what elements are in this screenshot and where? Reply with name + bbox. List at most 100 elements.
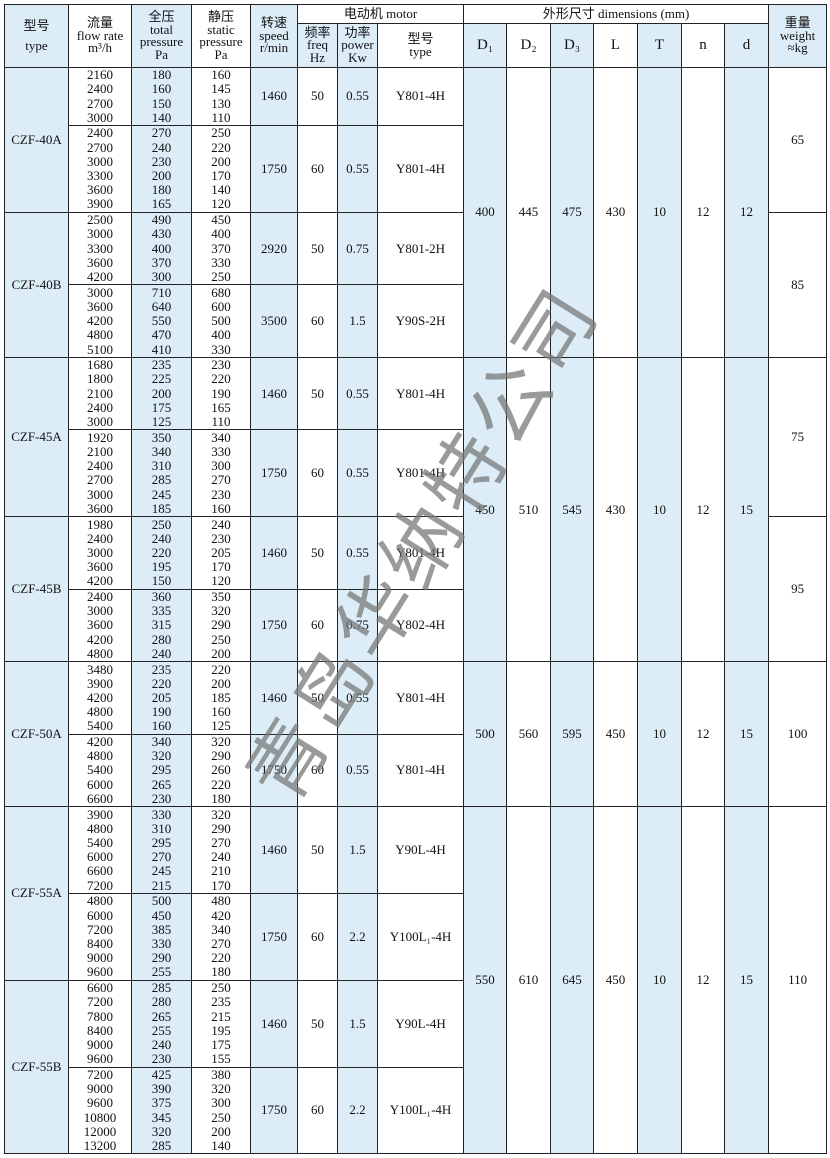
- header-type-cn: 型号: [23, 17, 50, 33]
- flow-rate-cell-value: 2100: [87, 443, 113, 459]
- flow-rate-cell-value: 4200: [87, 734, 113, 750]
- static-pressure-cell-value: 120: [211, 573, 231, 589]
- table-row: CZF-45A 1680 1800 2100 2400 3000 235 225 200 175 1…: [4, 356, 828, 663]
- total-pressure-cell-value: 180: [151, 67, 172, 83]
- frequency-cell: 50: [297, 356, 338, 431]
- total-pressure-cell-value: 425: [151, 1066, 172, 1082]
- header-flow-en: flow rate: [76, 27, 124, 43]
- frequency-cell: 60: [297, 733, 338, 808]
- dimension-n-cell: 12: [681, 356, 726, 663]
- total-pressure-cell-value: 285: [151, 1137, 172, 1153]
- static-pressure-cell-value: 320: [211, 734, 231, 750]
- total-pressure-cell-value: 160: [151, 718, 172, 734]
- flow-rate-cell-value: 4800: [87, 704, 113, 720]
- total-pressure-cell-value: 290: [151, 950, 172, 966]
- table-body: CZF-40A 2160 2400 2700 3000 180 160 150 140 160 14…: [4, 66, 828, 1155]
- motor-type-cell: Y801-4H: [376, 356, 465, 431]
- static-pressure-cell-value: 230: [211, 486, 231, 502]
- header-type-en: type: [25, 38, 48, 53]
- flow-rate-cell: 1920 2100 2400 2700 3000 3600: [68, 429, 132, 518]
- total-pressure-cell-value: 180: [151, 182, 172, 198]
- static-pressure-cell-value: 220: [211, 950, 231, 966]
- motor-type-cell: Y100L₁-4H: [376, 1066, 465, 1155]
- total-pressure-cell-value: 150: [151, 573, 172, 589]
- flow-rate-cell-value: 2400: [87, 81, 113, 97]
- static-pressure-cell-value: 290: [211, 748, 231, 764]
- static-pressure-cell-value: 160: [211, 500, 231, 516]
- total-pressure-cell-value: 200: [151, 385, 172, 401]
- total-pressure-cell-value: 265: [151, 1008, 172, 1024]
- dimension-t-cell: 10: [637, 356, 683, 663]
- flow-rate-cell: 4800 6000 7200 8400 9000 9600: [68, 893, 132, 981]
- static-pressure-cell-value: 250: [211, 980, 231, 996]
- motor-type-cell: Y801-4H: [376, 125, 465, 213]
- total-pressure-cell-value: 340: [151, 443, 172, 459]
- static-pressure-cell-value: 235: [211, 994, 231, 1010]
- frequency-cell: 60: [297, 429, 338, 518]
- header-static-cn: 静压: [207, 9, 234, 24]
- motor-type-cell: Y801-4H: [376, 66, 465, 127]
- header-dimensions: 外形尺寸 dimensions (mm): [463, 4, 770, 24]
- static-pressure-cell: 230 220 190 165 110: [191, 356, 251, 431]
- frequency-cell: 50: [297, 211, 338, 286]
- power-cell: 0.55: [337, 66, 378, 127]
- flow-rate-cell-value: 6000: [87, 776, 113, 792]
- dimension-d1-cell: 550: [463, 806, 508, 1155]
- power-cell: 1.5: [337, 284, 378, 358]
- flow-rate-cell-value: 2100: [87, 385, 113, 401]
- header-power-unit: Kw: [348, 49, 367, 65]
- total-pressure-cell-value: 235: [151, 661, 172, 677]
- static-pressure-cell-value: 200: [211, 675, 231, 691]
- flow-rate-cell-value: 9000: [87, 950, 113, 966]
- dimension-n-cell: 12: [681, 806, 726, 1155]
- total-pressure-cell-value: 710: [151, 284, 172, 300]
- dimension-d2-cell: 445: [506, 67, 552, 358]
- header-weight-unit: ≈kg: [787, 40, 808, 56]
- static-pressure-cell: 240 230 205 170 120: [191, 516, 251, 590]
- static-pressure-cell-value: 330: [211, 341, 231, 357]
- speed-cell: 1750: [250, 733, 298, 808]
- flow-rate-cell-value: 2160: [87, 67, 113, 83]
- flow-rate-cell-value: 13200: [83, 1137, 117, 1153]
- flow-rate-cell-value: 4200: [87, 689, 113, 705]
- header-total-en: total pressure: [139, 21, 184, 49]
- flow-rate-cell-value: 9000: [87, 1036, 113, 1052]
- motor-type-cell: Y801-4H: [376, 661, 465, 735]
- static-pressure-cell-value: 215: [211, 1008, 231, 1024]
- motor-type-cell: Y801-4H: [376, 516, 465, 590]
- flow-rate-cell-value: 3000: [87, 153, 113, 169]
- total-pressure-cell-value: 340: [151, 734, 172, 750]
- motor-type-cell: Y801-4H: [376, 733, 465, 808]
- static-pressure-cell-value: 290: [211, 820, 231, 836]
- flow-rate-cell-value: 2700: [87, 95, 113, 111]
- flow-rate-cell-value: 7200: [87, 994, 113, 1010]
- total-pressure-cell: 270 240 230 200 180 165: [131, 125, 192, 213]
- flow-rate-cell-value: 3000: [87, 414, 113, 430]
- total-pressure-cell-value: 295: [151, 762, 172, 778]
- static-pressure-cell: 250 220 200 170 140 120: [191, 125, 251, 213]
- dimension-n-cell: 12: [681, 661, 726, 808]
- total-pressure-cell-value: 220: [151, 675, 172, 691]
- flow-rate-cell-value: 6600: [87, 980, 113, 996]
- static-pressure-cell-value: 125: [211, 718, 231, 734]
- static-pressure-cell-value: 270: [211, 472, 231, 488]
- frequency-cell: 50: [297, 661, 338, 735]
- total-pressure-cell-value: 160: [151, 81, 172, 97]
- flow-rate-cell-value: 3000: [87, 486, 113, 502]
- speed-cell: 1750: [250, 1066, 298, 1155]
- motor-type-cell: Y802-4H: [376, 588, 465, 663]
- flow-rate-cell-value: 5100: [87, 341, 113, 357]
- header-l: L: [593, 23, 639, 68]
- flow-rate-cell-value: 3480: [87, 661, 113, 677]
- header-n: n: [681, 23, 726, 68]
- flow-rate-cell-value: 2400: [87, 530, 113, 546]
- total-pressure-cell-value: 280: [151, 631, 172, 647]
- flow-rate-cell-value: 6000: [87, 849, 113, 865]
- total-pressure-cell-value: 215: [151, 877, 172, 893]
- static-pressure-cell-value: 110: [211, 414, 231, 430]
- dimension-d1-cell: 450: [463, 356, 508, 663]
- static-pressure-cell: 160 145 130 110: [191, 66, 251, 127]
- static-pressure-cell-value: 320: [211, 806, 231, 822]
- header-motor-type: 型号 type: [376, 23, 465, 68]
- static-pressure-cell-value: 300: [211, 458, 231, 474]
